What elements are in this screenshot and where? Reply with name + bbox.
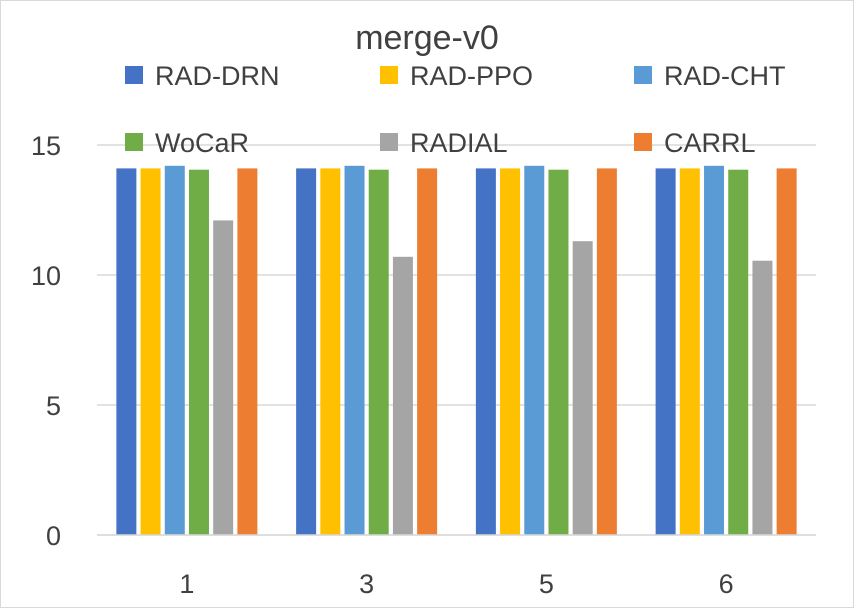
bar-rad-ppo-cat-1 [140, 168, 161, 535]
bar-rad-ppo-cat-5 [500, 168, 521, 535]
bar-rad-cht-cat-3 [344, 165, 365, 536]
bar-wocar-cat-6 [728, 169, 749, 535]
x-tick-label: 6 [719, 569, 734, 599]
bar-radial-cat-5 [572, 241, 593, 535]
legend-label-rad-cht: RAD-CHT [664, 61, 786, 91]
y-tick-label: 0 [46, 521, 61, 551]
bar-rad-ppo-cat-3 [320, 168, 341, 535]
y-tick-label: 10 [31, 261, 61, 291]
bar-rad-cht-cat-5 [524, 165, 545, 536]
bar-radial-cat-3 [392, 256, 413, 535]
bar-rad-drn-cat-5 [475, 168, 496, 535]
y-tick-label: 5 [46, 391, 61, 421]
y-tick-label: 15 [31, 131, 61, 161]
bar-radial-cat-1 [213, 220, 234, 535]
legend-swatch-rad-cht [634, 66, 652, 84]
legend-swatch-rad-ppo [380, 66, 398, 84]
bar-wocar-cat-5 [548, 169, 569, 535]
bar-wocar-cat-1 [188, 169, 209, 535]
bar-rad-ppo-cat-6 [679, 168, 700, 535]
legend-swatch-wocar [125, 133, 143, 151]
x-tick-label: 3 [359, 569, 374, 599]
legend-label-wocar: WoCaR [155, 128, 249, 158]
legend-swatch-radial [380, 133, 398, 151]
legend-label-rad-ppo: RAD-PPO [410, 61, 533, 91]
bar-carrl-cat-3 [417, 168, 438, 535]
chart-title: merge-v0 [355, 19, 499, 57]
x-tick-label: 1 [179, 569, 194, 599]
bar-carrl-cat-6 [776, 168, 797, 535]
axes: 0 5 10 15 1 3 5 6 [31, 131, 816, 599]
bar-carrl-cat-1 [237, 168, 258, 535]
bars [116, 165, 797, 536]
x-tick-label: 5 [539, 569, 554, 599]
legend: RAD-DRN RAD-PPO RAD-CHT WoCaR RADIAL CARRL [125, 61, 786, 158]
bar-rad-cht-cat-6 [704, 165, 725, 536]
bar-wocar-cat-3 [368, 169, 389, 535]
legend-label-carrl: CARRL [664, 128, 756, 158]
bar-radial-cat-6 [752, 260, 773, 535]
legend-label-radial: RADIAL [410, 128, 508, 158]
legend-swatch-rad-drn [125, 66, 143, 84]
bar-rad-cht-cat-1 [164, 165, 185, 536]
bar-rad-drn-cat-1 [116, 168, 137, 535]
legend-swatch-carrl [634, 133, 652, 151]
bar-carrl-cat-5 [596, 168, 617, 535]
bar-rad-drn-cat-6 [655, 168, 676, 535]
legend-label-rad-drn: RAD-DRN [155, 61, 280, 91]
bar-rad-drn-cat-3 [296, 168, 317, 535]
